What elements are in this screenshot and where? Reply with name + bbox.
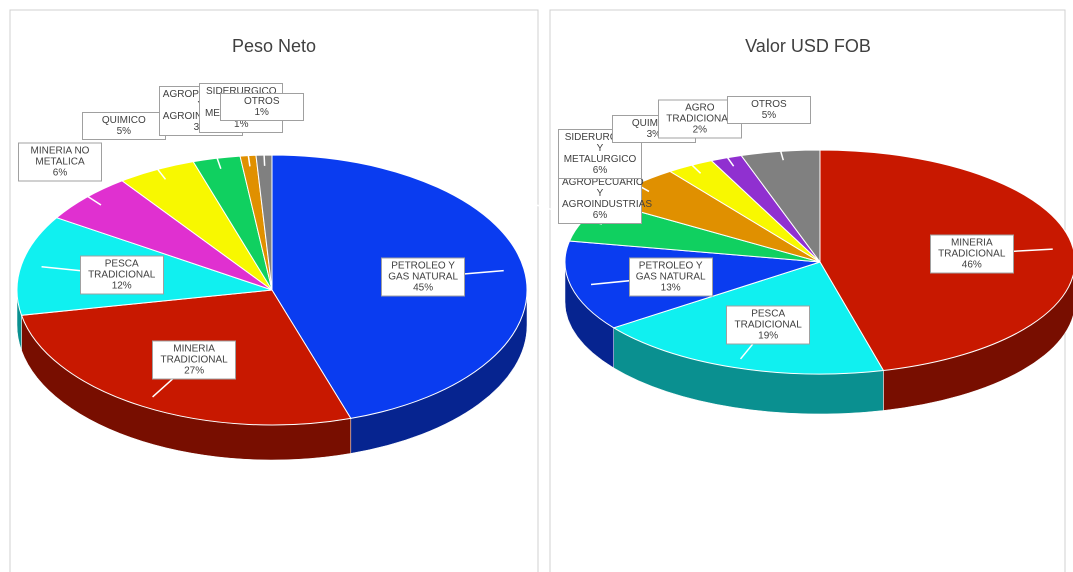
- data-label: PETROLEO Y GAS NATURAL 13%: [628, 257, 713, 297]
- data-label: QUIMICO 5%: [81, 112, 166, 141]
- label-value: 6%: [592, 210, 608, 222]
- label-name: SIDERURGICO Y METALURGICO: [563, 131, 637, 165]
- label-value: 13%: [660, 282, 681, 294]
- label-name: PESCA TRADICIONAL: [88, 258, 156, 281]
- label-value: 45%: [413, 282, 434, 294]
- label-name: OTROS: [751, 99, 787, 111]
- data-label: PESCA TRADICIONAL 19%: [726, 305, 811, 345]
- label-value: 6%: [52, 167, 68, 179]
- label-name: MINERIA NO METALICA: [30, 145, 90, 168]
- chart-title: Peso Neto: [232, 36, 316, 56]
- label-name: MINERIA TRADICIONAL: [160, 343, 228, 366]
- data-label: MINERIA TRADICIONAL 46%: [929, 234, 1014, 274]
- label-value: 1%: [234, 118, 249, 130]
- label-value: 46%: [961, 259, 982, 271]
- label-value: 12%: [111, 280, 132, 292]
- label-value: 2%: [692, 124, 708, 136]
- label-name: PETROLEO Y GAS NATURAL: [388, 260, 459, 283]
- label-name: AGRO TRADICIONAL: [666, 102, 734, 125]
- label-name: PESCA TRADICIONAL: [734, 308, 802, 331]
- data-label: AGROPECUARIO Y AGROINDUSTRIAS 6%: [558, 174, 653, 225]
- label-value: 19%: [758, 330, 779, 342]
- label-value: 5%: [761, 110, 777, 122]
- label-name: QUIMICO: [631, 117, 676, 129]
- label-name: QUIMICO: [101, 115, 146, 127]
- label-name: OTROS: [243, 96, 280, 108]
- data-label: MINERIA TRADICIONAL 27%: [152, 340, 237, 380]
- data-label: MINERIA NO METALICA 6%: [18, 142, 102, 182]
- label-name: MINERIA TRADICIONAL: [938, 237, 1006, 260]
- label-value: 1%: [254, 107, 269, 119]
- label-name: PETROLEO Y GAS NATURAL: [635, 260, 706, 283]
- data-label: OTROS 1%: [219, 93, 304, 122]
- label-value: 3%: [646, 128, 662, 140]
- label-value: 5%: [116, 126, 132, 138]
- data-label: PESCA TRADICIONAL 12%: [79, 255, 164, 295]
- data-label: OTROS 5%: [726, 96, 811, 125]
- label-value: 6%: [592, 164, 608, 176]
- chart-title: Valor USD FOB: [745, 36, 871, 56]
- data-label: PETROLEO Y GAS NATURAL 45%: [381, 257, 466, 297]
- label-value: 27%: [184, 365, 205, 377]
- label-name: AGROPECUARIO Y AGROINDUSTRIAS: [562, 177, 653, 211]
